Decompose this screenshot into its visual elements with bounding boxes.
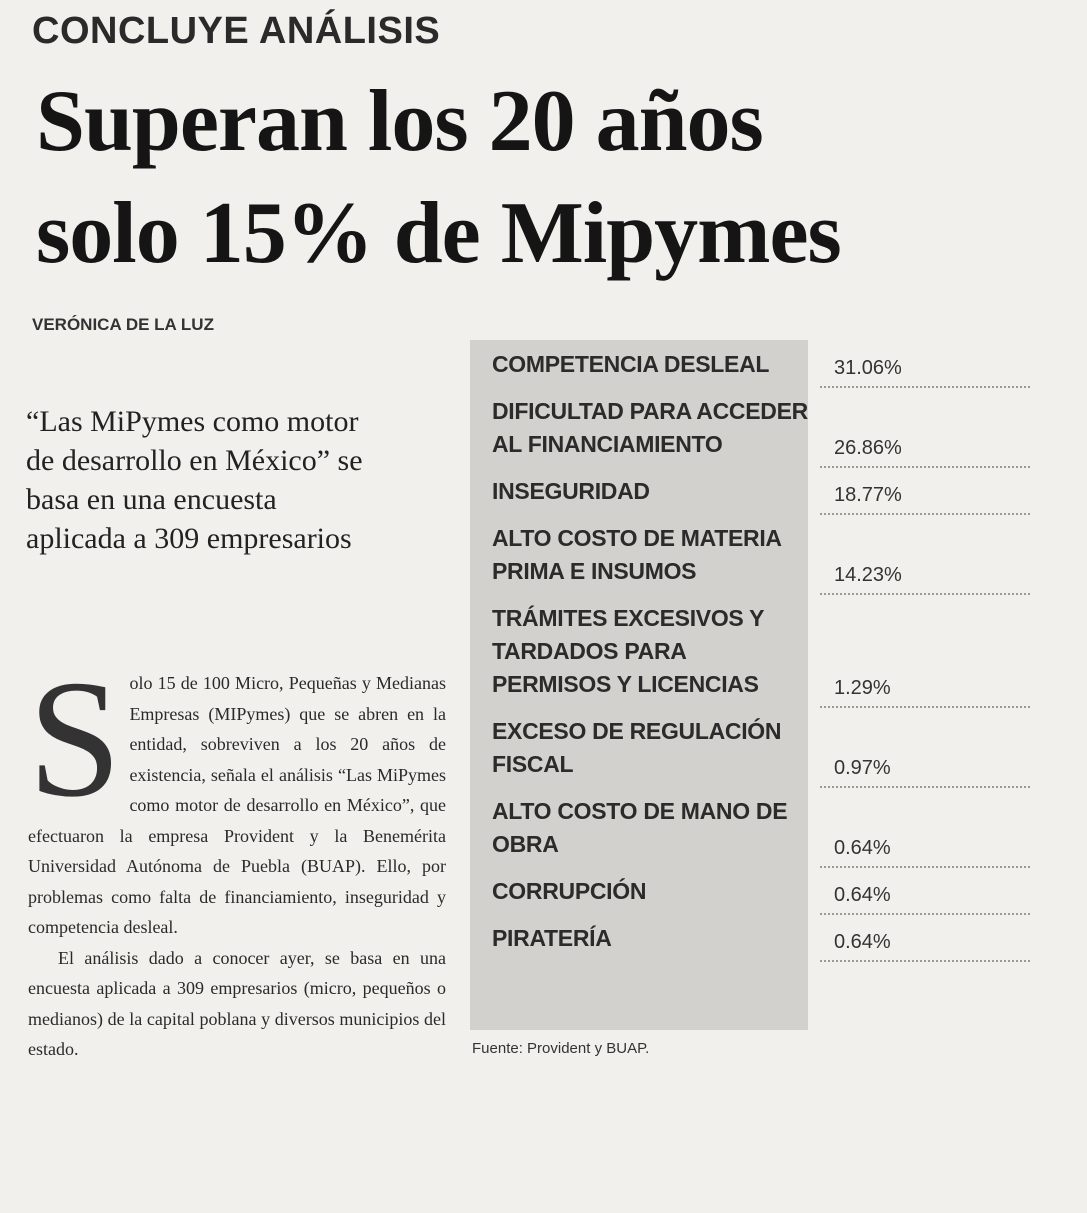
row-label: ALTO COSTO DE MANO DE OBRA (492, 798, 788, 857)
row-label: DIFICULTAD PARA ACCEDER AL FINANCIAMIENT… (492, 398, 808, 457)
headline: Superan los 20 años (36, 73, 764, 170)
paragraph: olo 15 de 100 Micro, Pequeñas y Medianas… (28, 673, 446, 937)
table-row: PIRATERÍA 0.64% (470, 914, 1030, 962)
table-band (470, 340, 808, 1030)
row-label: ALTO COSTO DE MATERIA PRIMA E INSUMOS (492, 525, 781, 584)
headline: solo 15% de Mipymes (36, 185, 842, 282)
row-value: 26.86% (820, 387, 1030, 468)
row-value: 18.77% (820, 467, 1030, 515)
survey-table: COMPETENCIA DESLEAL 31.06% DIFICULTAD PARA… (470, 340, 1030, 1030)
table: COMPETENCIA DESLEAL 31.06% DIFICULTAD PARA… (470, 340, 1030, 962)
drop-cap: S (28, 646, 122, 832)
row-value: 1.29% (820, 594, 1030, 708)
article-body: S olo 15 de 100 Micro, Pequeñas y Median… (28, 646, 446, 1065)
table-row: COMPETENCIA DESLEAL 31.06% (470, 340, 1030, 388)
row-value: 0.64% (820, 787, 1030, 868)
table-row: INSEGURIDAD 18.77% (470, 467, 1030, 515)
row-label: PIRATERÍA (492, 925, 612, 951)
kicker: CONCLUYE ANÁLISIS (32, 10, 441, 52)
row-value: 31.06% (820, 340, 1030, 388)
row-label: TRÁMITES EXCESIVOS Y TARDADOS PARA PERMI… (492, 605, 764, 697)
paragraph: El análisis dado a conocer ayer, se basa… (28, 947, 446, 1060)
row-label: INSEGURIDAD (492, 478, 650, 504)
byline: VERÓNICA DE LA LUZ (32, 315, 214, 334)
table-row: ALTO COSTO DE MANO DE OBRA 0.64% (470, 787, 1030, 868)
table-body: COMPETENCIA DESLEAL 31.06% DIFICULTAD PARA… (470, 340, 1030, 962)
table-row: ALTO COSTO DE MATERIA PRIMA E INSUMOS 14.… (470, 514, 1030, 595)
table-row: TRÁMITES EXCESIVOS Y TARDADOS PARA PERMI… (470, 594, 1030, 708)
source: Fuente: Provident y BUAP. (472, 1040, 650, 1057)
table-row: CORRUPCIÓN 0.64% (470, 867, 1030, 915)
row-label: COMPETENCIA DESLEAL (492, 351, 770, 377)
table-row: DIFICULTAD PARA ACCEDER AL FINANCIAMIENT… (470, 387, 1030, 468)
row-label: CORRUPCIÓN (492, 878, 647, 904)
table-row: EXCESO DE REGULACIÓN FISCAL 0.97% (470, 707, 1030, 788)
row-value: 14.23% (820, 514, 1030, 595)
row-label: EXCESO DE REGULACIÓN FISCAL (492, 718, 782, 777)
row-value: 0.97% (820, 707, 1030, 788)
row-value: 0.64% (820, 914, 1030, 962)
row-value: 0.64% (820, 867, 1030, 915)
pull-quote: “Las MiPymes como motor de desarrollo en… (26, 405, 363, 555)
